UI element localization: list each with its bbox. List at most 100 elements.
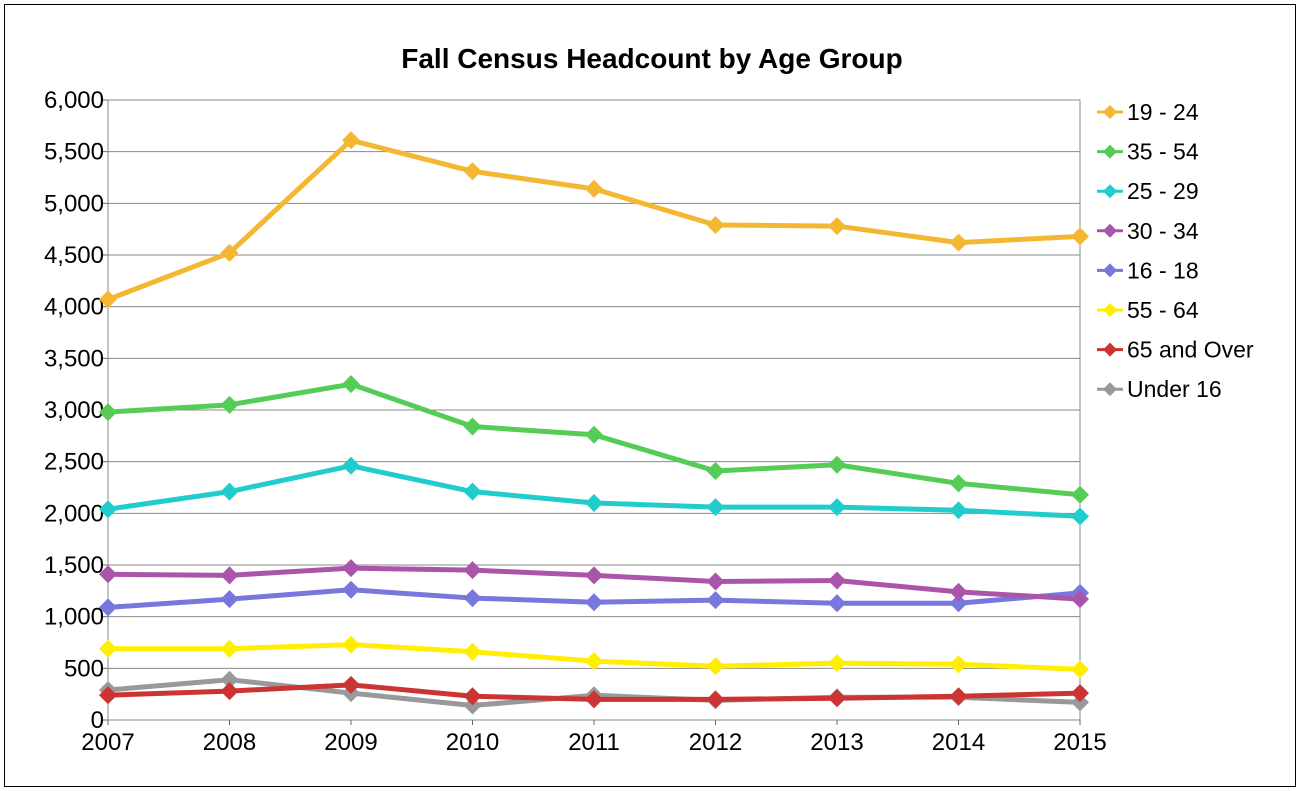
data-point xyxy=(463,162,482,181)
x-tick-label: 2008 xyxy=(203,729,256,756)
x-tick-label: 2010 xyxy=(446,729,499,756)
data-point xyxy=(828,654,846,673)
series-55-64 xyxy=(99,635,1089,679)
y-axis-ticks: 0 500 1,000 1,500 2,000 2,500 3,000 3,500 4,000 4… xyxy=(44,87,104,734)
data-point xyxy=(949,594,968,613)
data-point xyxy=(585,690,603,709)
data-point xyxy=(828,498,846,517)
data-point xyxy=(220,395,239,414)
x-tick-label: 2013 xyxy=(810,729,863,756)
data-point xyxy=(828,455,846,474)
data-point xyxy=(463,642,482,661)
legend-swatch-marker xyxy=(1103,342,1117,357)
data-point xyxy=(828,571,846,590)
data-point xyxy=(1071,660,1089,679)
legend-item: 55 - 64 xyxy=(1097,297,1199,323)
data-point xyxy=(706,216,725,235)
chart-frame xyxy=(4,4,1296,787)
data-point xyxy=(1071,684,1089,703)
y-tick-label: 0 xyxy=(91,707,104,734)
y-tick-label: 4,000 xyxy=(44,294,104,321)
data-point xyxy=(99,598,117,617)
series-lines xyxy=(99,131,1089,715)
series-19-24 xyxy=(99,131,1089,309)
legend-label: 25 - 29 xyxy=(1127,178,1199,204)
data-point xyxy=(949,474,968,493)
data-point xyxy=(220,590,239,609)
legend-label: 65 and Over xyxy=(1127,337,1254,363)
data-point xyxy=(342,131,360,150)
series-65-and-over xyxy=(99,675,1089,709)
data-point xyxy=(463,589,482,608)
legend-swatch-marker xyxy=(1103,105,1117,119)
data-point xyxy=(342,375,360,394)
data-point xyxy=(706,461,725,480)
data-point xyxy=(99,639,117,658)
y-tick-label: 2,000 xyxy=(44,500,104,527)
data-point xyxy=(706,498,725,517)
data-point xyxy=(585,652,603,671)
data-point xyxy=(949,233,968,252)
data-point xyxy=(585,179,603,198)
y-tick-label: 3,500 xyxy=(44,345,104,372)
data-point xyxy=(585,494,603,512)
data-point xyxy=(1071,485,1089,504)
x-axis-ticks: 2007 2008 2009 2010 2011 2012 2013 2014 2015 xyxy=(81,729,1106,756)
data-point xyxy=(463,696,482,715)
x-tick-label: 2009 xyxy=(324,729,377,756)
data-point xyxy=(463,561,482,580)
data-point xyxy=(342,580,360,599)
data-point xyxy=(1071,227,1089,246)
data-point xyxy=(463,687,482,706)
legend-item: 35 - 54 xyxy=(1097,139,1199,165)
data-point xyxy=(949,687,968,706)
series-16-18 xyxy=(99,580,1089,617)
data-point xyxy=(585,593,603,612)
legend-swatch-marker xyxy=(1103,144,1117,159)
legend-item: 19 - 24 xyxy=(1097,99,1199,125)
data-point xyxy=(1071,507,1089,526)
data-point xyxy=(220,639,239,658)
data-point xyxy=(220,670,239,689)
data-point xyxy=(706,591,725,610)
legend-swatch-marker xyxy=(1103,303,1117,317)
data-point xyxy=(342,635,360,654)
data-point xyxy=(463,482,482,501)
y-tick-label: 5,000 xyxy=(44,190,104,217)
y-tick-label: 3,000 xyxy=(44,397,104,424)
data-point xyxy=(99,290,117,309)
data-point xyxy=(949,501,968,520)
data-point xyxy=(949,655,968,674)
data-point xyxy=(828,594,846,613)
legend-label: 35 - 54 xyxy=(1127,139,1199,165)
legend-label: 30 - 34 xyxy=(1127,218,1199,244)
y-tick-label: 1,000 xyxy=(44,604,104,631)
data-point xyxy=(828,217,846,236)
y-tick-label: 4,500 xyxy=(44,242,104,269)
data-point xyxy=(220,682,239,701)
data-point xyxy=(585,425,603,444)
data-point xyxy=(706,690,725,709)
data-point xyxy=(463,417,482,436)
chart-title: Fall Census Headcount by Age Group xyxy=(401,43,902,74)
legend: 19 - 24 35 - 54 25 - 29 30 - 34 16 - 18 55 - … xyxy=(1097,99,1254,402)
y-tick-label: 1,500 xyxy=(44,552,104,579)
data-point xyxy=(706,572,725,591)
legend-swatch-marker xyxy=(1103,223,1117,238)
data-point xyxy=(585,566,603,585)
y-tick-label: 6,000 xyxy=(44,87,104,114)
data-point xyxy=(949,582,968,601)
data-point xyxy=(220,243,239,262)
x-tick-label: 2015 xyxy=(1053,729,1106,756)
series-25-29 xyxy=(99,456,1089,526)
series-35-54 xyxy=(99,375,1089,504)
legend-swatch-marker xyxy=(1103,263,1117,278)
data-point xyxy=(706,657,725,676)
x-tick-label: 2007 xyxy=(81,729,134,756)
data-point xyxy=(99,565,117,584)
legend-label: 55 - 64 xyxy=(1127,297,1199,323)
data-point xyxy=(828,689,846,708)
legend-label: 19 - 24 xyxy=(1127,99,1199,125)
y-tick-label: 5,500 xyxy=(44,139,104,166)
legend-item: 25 - 29 xyxy=(1097,178,1199,204)
